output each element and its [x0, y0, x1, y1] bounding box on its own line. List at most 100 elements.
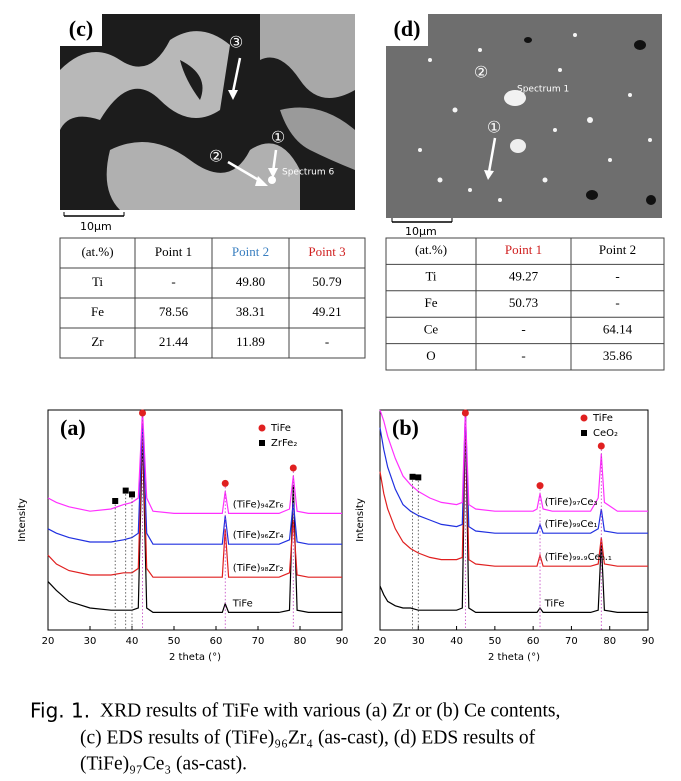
- series-label: (TiFe)₉₇Ce₃: [545, 497, 598, 508]
- table-header: Point 3: [308, 244, 345, 259]
- xrd-curve: [47, 420, 342, 578]
- point-marker: ①: [487, 118, 501, 137]
- panel-label: (a): [60, 415, 86, 440]
- phase-marker: [289, 464, 297, 472]
- x-tick-label: 60: [210, 636, 223, 647]
- panel-label: (d): [394, 16, 421, 41]
- table-cell: 11.89: [236, 334, 265, 349]
- table-cell: O: [426, 348, 435, 363]
- series-label: (TiFe)₉₉Ce₁: [545, 519, 598, 530]
- point-marker: ①: [271, 128, 285, 147]
- x-tick-label: 40: [450, 636, 463, 647]
- panel-label: (b): [392, 415, 419, 440]
- table-header: Point 1: [505, 242, 542, 257]
- x-tick-label: 20: [374, 636, 387, 647]
- series-label: TiFe: [544, 598, 565, 609]
- phase-marker: [139, 409, 146, 417]
- table-cell: 50.73: [509, 295, 538, 310]
- table-cell: -: [615, 295, 619, 310]
- phase-marker: [129, 491, 135, 498]
- series-label: (TiFe)₉₄Zr₆: [233, 499, 284, 510]
- table-cell: 49.21: [312, 304, 341, 319]
- legend-marker: [259, 440, 265, 446]
- table-cell: 64.14: [603, 321, 633, 336]
- series-label: TiFe: [232, 598, 253, 609]
- x-tick-label: 80: [294, 636, 307, 647]
- micrograph-c: (c) ③ ② ① Spectrum 6 10μm: [60, 14, 355, 233]
- table-cell: 21.44: [159, 334, 189, 349]
- table-cell: Ce: [424, 321, 439, 336]
- phase-marker: [221, 479, 229, 487]
- table-cell: -: [615, 269, 619, 284]
- phase-marker: [461, 409, 469, 417]
- point-marker: ③: [229, 33, 243, 52]
- plot-frame: [379, 409, 649, 631]
- legend-label: TiFe: [270, 423, 291, 434]
- panel-label: (c): [69, 16, 93, 41]
- table-cell: -: [325, 334, 329, 349]
- xrd-chart: 20 30 40 50 60 70 80 90 2 theta (°) Intensity TiFe…: [17, 409, 348, 663]
- y-axis-label: Intensity: [17, 498, 28, 542]
- x-axis-label: 2 theta (°): [488, 652, 540, 663]
- xrd-curve: [47, 416, 342, 545]
- caption-line: (TiFe)₉₇Ce₃ (as-cast).: [80, 753, 247, 774]
- xrd-curve: [379, 414, 648, 613]
- phase-marker: [112, 498, 119, 504]
- series-label: (TiFe)₉₈Zr₂: [233, 563, 284, 574]
- table-cell: -: [171, 274, 175, 289]
- table-cell: Ti: [92, 274, 103, 289]
- series-label: (TiFe)₉₆Zr₄: [233, 530, 284, 541]
- legend-marker: [580, 414, 588, 422]
- scale-bar-label: 10μm: [80, 220, 112, 233]
- spectrum-label: Spectrum 1: [517, 85, 569, 95]
- xrd-curve: [379, 409, 648, 512]
- table-cell: -: [521, 321, 525, 336]
- legend-marker: [581, 430, 587, 436]
- x-tick-label: 80: [603, 636, 616, 647]
- table-header: Point 1: [155, 244, 192, 259]
- xrd-curve: [379, 412, 648, 567]
- xrd-curve: [379, 409, 648, 534]
- x-tick-label: 50: [168, 636, 181, 647]
- micrograph-d: (d) ② Spectrum 1 ① 10μm: [386, 14, 662, 238]
- eds-table: (at.%) Point 1 Point 2 Point 3 Ti - 49.80 50.79…: [59, 237, 366, 359]
- eds-table: (at.%) Point 1 Point 2 Ti 49.27 - Fe 50.73 - Ce - 6…: [385, 237, 665, 371]
- phase-marker: [122, 487, 129, 494]
- table-cell: Fe: [425, 295, 438, 310]
- xrd-curve: [47, 431, 342, 613]
- table-cell: Zr: [91, 334, 104, 349]
- plot-frame: [47, 409, 343, 631]
- table-header: (at.%): [415, 242, 447, 257]
- spectrum-label: Spectrum 6: [282, 168, 334, 178]
- legend-label: ZrFe₂: [271, 438, 297, 449]
- x-tick-label: 30: [412, 636, 425, 647]
- x-axis-label: 2 theta (°): [169, 652, 221, 663]
- table-cell: 50.79: [312, 274, 341, 289]
- table-header: (at.%): [81, 244, 113, 259]
- point-marker: ②: [474, 63, 488, 82]
- phase-marker: [597, 442, 605, 450]
- point-marker: ②: [209, 147, 223, 166]
- phase-marker: [536, 482, 544, 490]
- table-cell: 78.56: [159, 304, 189, 319]
- table-header: Point 2: [599, 242, 636, 257]
- caption-label: Fig. 1.: [30, 699, 90, 723]
- table-cell: 49.80: [236, 274, 265, 289]
- series-label: (TiFe)₉₉.₉Ce₀.₁: [545, 552, 612, 563]
- table-header: Point 2: [232, 244, 269, 259]
- x-tick-label: 20: [42, 636, 55, 647]
- xrd-chart: 20 30 40 50 60 70 80 90 2 theta (°) Intensity TiFe…: [355, 409, 654, 663]
- table-cell: -: [521, 348, 525, 363]
- x-tick-label: 40: [126, 636, 139, 647]
- y-axis-label: Intensity: [355, 498, 366, 542]
- xrd-curve: [47, 409, 342, 514]
- caption-line: XRD results of TiFe with various (a) Zr …: [100, 700, 560, 721]
- table-cell: 38.31: [236, 304, 265, 319]
- x-tick-label: 30: [84, 636, 97, 647]
- table-cell: 49.27: [509, 269, 539, 284]
- legend-label: TiFe: [592, 413, 613, 424]
- table-cell: Ti: [425, 269, 436, 284]
- x-tick-label: 70: [252, 636, 265, 647]
- x-tick-label: 50: [488, 636, 501, 647]
